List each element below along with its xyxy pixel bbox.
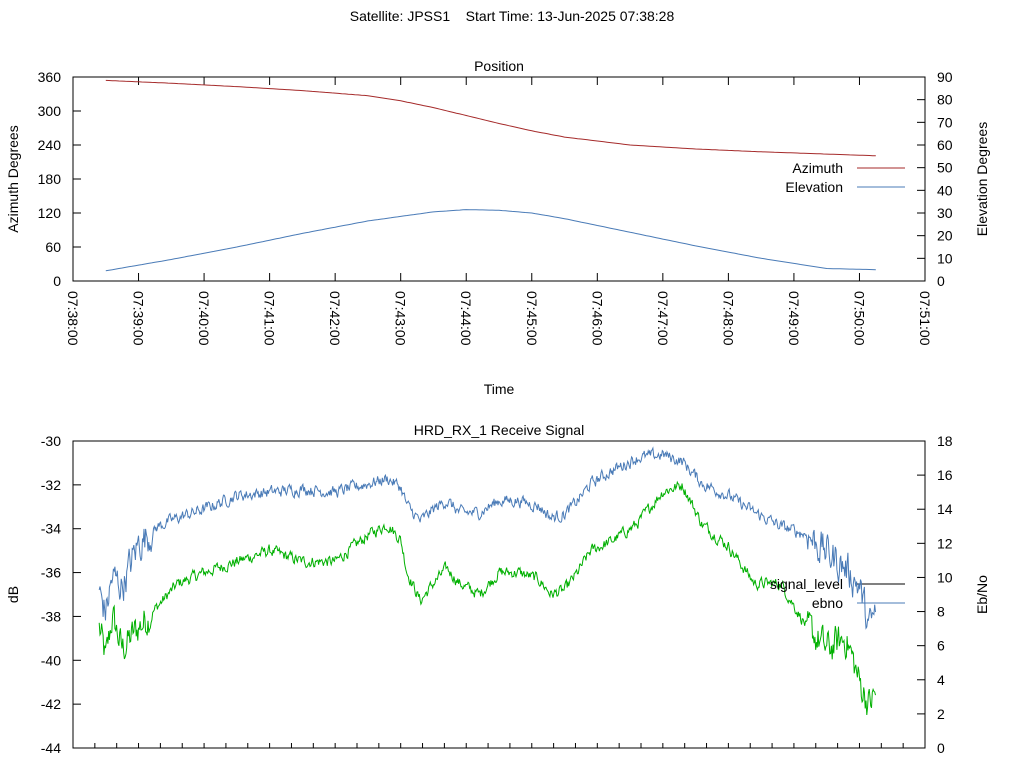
y-tick-label: -34	[41, 521, 61, 537]
page-title: Satellite: JPSS1 Start Time: 13-Jun-2025…	[349, 8, 675, 24]
y2-tick-label: 80	[937, 92, 953, 108]
x-tick-label: 07:38:00	[65, 291, 81, 346]
legend-label: Elevation	[785, 179, 843, 195]
x-tick-label: 07:51:00	[917, 291, 933, 346]
y-tick-label: 300	[38, 103, 62, 119]
y2-tick-label: 4	[937, 672, 945, 688]
x-tick-label: 07:42:00	[327, 291, 343, 346]
legend-label: ebno	[812, 595, 843, 611]
y2-axis-label: Elevation Degrees	[974, 122, 990, 236]
x-tick-label: 07:46:00	[589, 291, 605, 346]
legend-label: Azimuth	[792, 160, 843, 176]
plot-frame	[72, 440, 926, 749]
y2-axis-label: Eb/No	[974, 575, 990, 614]
y2-tick-label: 20	[937, 228, 953, 244]
y2-tick-label: 90	[937, 69, 953, 85]
y-tick-label: 0	[53, 273, 61, 289]
y2-tick-label: 12	[937, 535, 953, 551]
y2-tick-label: 60	[937, 137, 953, 153]
y2-tick-label: 30	[937, 205, 953, 221]
series-line-signal_level	[98, 480, 876, 716]
y2-tick-label: 8	[937, 604, 945, 620]
y-tick-label: 180	[38, 171, 62, 187]
y-axis-label: Azimuth Degrees	[5, 125, 21, 232]
x-axis-label: Time	[484, 381, 515, 397]
y-tick-label: -42	[41, 696, 61, 712]
y-tick-label: 60	[45, 239, 61, 255]
y-tick-label: -30	[41, 433, 61, 449]
legend-label: signal_level	[770, 576, 843, 592]
series-line-azimuth	[105, 79, 876, 157]
y2-tick-label: 50	[937, 160, 953, 176]
y2-tick-label: 70	[937, 114, 953, 130]
y-tick-label: -32	[41, 477, 61, 493]
x-tick-label: 07:50:00	[851, 291, 867, 346]
x-tick-label: 07:45:00	[524, 291, 540, 346]
x-tick-label: 07:39:00	[131, 291, 147, 346]
y2-tick-label: 10	[937, 569, 953, 585]
x-tick-label: 07:43:00	[393, 291, 409, 346]
y2-tick-label: 40	[937, 182, 953, 198]
y2-tick-label: 10	[937, 250, 953, 266]
x-tick-label: 07:47:00	[655, 291, 671, 346]
x-tick-label: 07:41:00	[262, 291, 278, 346]
y2-tick-label: 14	[937, 501, 953, 517]
y-tick-label: 360	[38, 69, 62, 85]
chart-title: Position	[474, 58, 524, 74]
y2-tick-label: 0	[937, 740, 945, 756]
y2-tick-label: 18	[937, 433, 953, 449]
series-line-ebno	[98, 446, 876, 630]
x-tick-label: 07:44:00	[458, 291, 474, 346]
series-line-elevation	[105, 209, 876, 272]
y-axis-label: dB	[5, 586, 21, 603]
y-tick-label: -38	[41, 608, 61, 624]
y-tick-label: -36	[41, 565, 61, 581]
x-tick-label: 07:48:00	[720, 291, 736, 346]
y2-tick-label: 2	[937, 706, 945, 722]
y-tick-label: -40	[41, 652, 61, 668]
y2-tick-label: 0	[937, 273, 945, 289]
y2-tick-label: 16	[937, 467, 953, 483]
x-tick-label: 07:49:00	[786, 291, 802, 346]
y-tick-label: 120	[38, 205, 62, 221]
y-tick-label: -44	[41, 740, 61, 756]
y-tick-label: 240	[38, 137, 62, 153]
chart-title: HRD_RX_1 Receive Signal	[414, 422, 584, 438]
y2-tick-label: 6	[937, 638, 945, 654]
x-tick-label: 07:40:00	[196, 291, 212, 346]
